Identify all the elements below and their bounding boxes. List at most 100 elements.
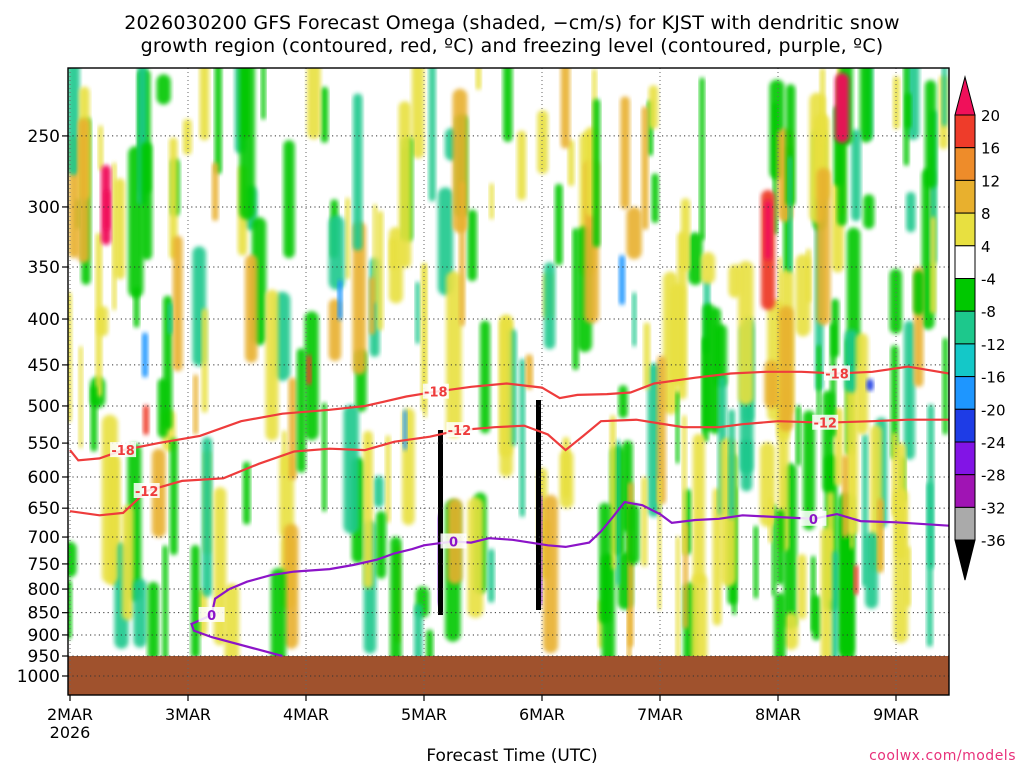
x-tick-label: 9MAR (873, 705, 919, 724)
omega-cell (702, 303, 715, 432)
omega-cell (862, 434, 868, 587)
omega-cell (517, 130, 527, 201)
omega-extreme-band (536, 400, 541, 610)
omega-cell (211, 162, 219, 221)
contour-label: -12 (813, 417, 837, 432)
omega-cell (641, 476, 648, 567)
grid-lines (68, 68, 949, 695)
omega-cell (927, 404, 935, 569)
omega-cell (942, 337, 949, 435)
contour-line (69, 365, 949, 462)
x-tick-label: 3MAR (165, 705, 211, 724)
omega-cell (632, 292, 637, 347)
omega-cell (321, 402, 327, 512)
y-tick-label: 650 (28, 499, 60, 519)
omega-cell (398, 101, 412, 269)
omega-cell (437, 187, 454, 296)
omega-shading (68, 68, 949, 695)
omega-cell (675, 536, 681, 687)
omega-cell (343, 404, 359, 534)
colorbar-segment (954, 212, 976, 247)
omega-cell (77, 118, 90, 263)
omega-cell (768, 497, 773, 544)
y-tick-label: 900 (28, 626, 60, 646)
omega-core (619, 255, 625, 305)
omega-cell (592, 98, 601, 248)
x-tick-label: 8MAR (755, 705, 801, 724)
omega-cell (169, 137, 178, 260)
credit-link[interactable]: coolwx.com/models (869, 748, 1016, 764)
omega-cell (680, 198, 691, 272)
omega-cell (855, 333, 869, 435)
omega-cell (328, 215, 345, 290)
omega-cell (90, 385, 98, 452)
omega-cell (98, 125, 104, 171)
omega-cell (651, 173, 659, 224)
omega-cell (162, 545, 168, 672)
omega-cell (68, 579, 72, 640)
omega-cell (101, 414, 118, 584)
omega-cell (376, 510, 387, 579)
omega-cell (281, 430, 288, 477)
omega-core (337, 280, 343, 320)
y-tick-label: 550 (28, 434, 60, 454)
colorbar-level-label: 20 (981, 107, 1000, 125)
colorbar-segment (954, 376, 976, 410)
omega-cell (771, 504, 777, 597)
y-tick-label: 300 (28, 198, 60, 218)
colorbar-top-arrow (954, 75, 976, 116)
contour-label: -18 (111, 444, 135, 459)
omega-core (853, 565, 859, 595)
omega-cell (657, 355, 666, 505)
omega-cell (182, 118, 192, 155)
colorbar-segment (954, 310, 976, 345)
omega-cell (787, 156, 792, 272)
omega-cell (560, 68, 571, 149)
omega-cell (423, 263, 428, 418)
omega-cell (239, 68, 255, 220)
omega-cell (499, 317, 513, 457)
y-tick-label: 400 (28, 310, 60, 330)
omega-core (835, 73, 849, 143)
x-axis: 2MAR 3MAR 4MAR 5MAR 6MAR 7MAR 8MAR 9MAR 2026 (47, 695, 919, 742)
colorbar-level-label: 4 (981, 238, 991, 256)
colorbar-level-label: -36 (981, 532, 1006, 550)
omega-cell (851, 129, 861, 222)
x-tick-label: 6MAR (519, 705, 565, 724)
omega-cell (764, 360, 780, 409)
omega-cell (877, 498, 884, 573)
omega-cell (172, 235, 183, 372)
colorbar-level-label: -8 (981, 303, 996, 321)
omega-cell (157, 378, 168, 438)
omega-cell (214, 68, 222, 175)
omega-cell (519, 358, 526, 518)
omega-cell (819, 68, 826, 143)
contour-line (69, 418, 949, 517)
omega-cell (389, 536, 402, 667)
y-tick-label: 750 (28, 555, 60, 575)
x-tick-label: 4MAR (283, 705, 329, 724)
omega-cell (903, 68, 910, 166)
omega-cell (213, 487, 227, 646)
y-tick-label: 500 (28, 397, 60, 417)
omega-cell (78, 346, 83, 449)
omega-cell (475, 68, 482, 90)
omega-cell (306, 68, 321, 140)
contour-label-bg (800, 510, 827, 526)
omega-cell (859, 68, 872, 143)
contour-label: 0 (207, 609, 216, 624)
omega-cell (728, 409, 735, 519)
omega-cell (890, 345, 899, 460)
omega-cell (489, 183, 495, 220)
omega-cell (352, 93, 363, 251)
colorbar-segment (954, 278, 976, 312)
omega-cell (190, 544, 200, 659)
omega-core (306, 355, 312, 385)
colorbar-level-label: 12 (981, 172, 1000, 190)
colorbar-level-label: -4 (981, 271, 996, 289)
omega-cell (616, 439, 621, 586)
omega-cell (114, 178, 126, 280)
omega-cell (700, 252, 716, 285)
contour-label: -12 (448, 424, 472, 439)
omega-cell (913, 270, 924, 315)
